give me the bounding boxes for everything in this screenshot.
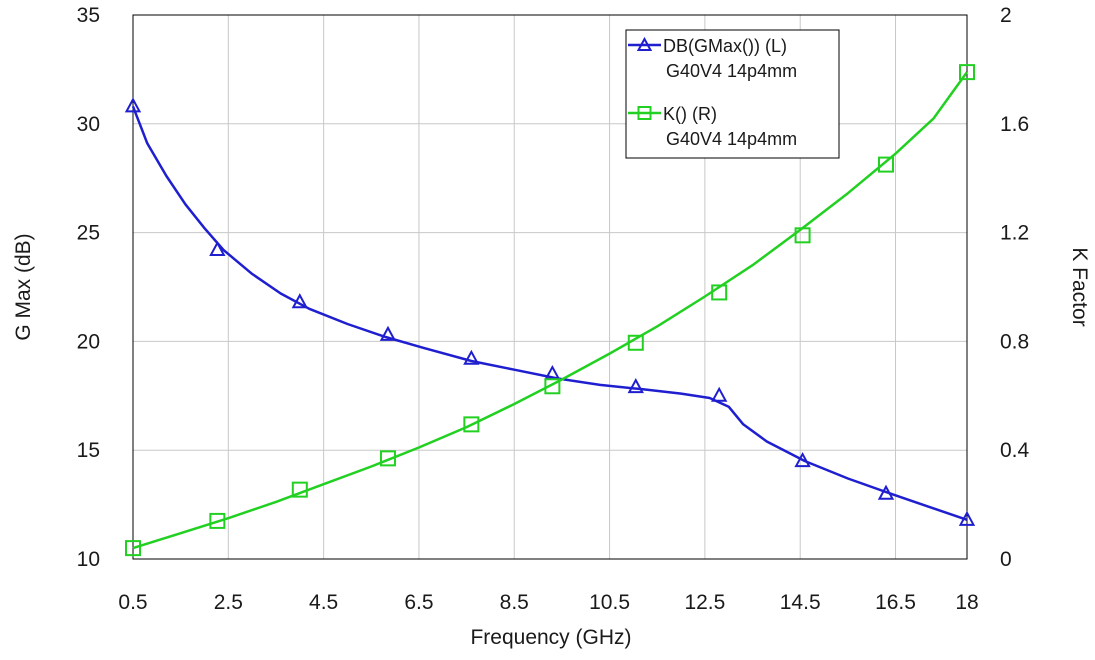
- legend-k-label: K() (R): [663, 104, 717, 124]
- x-tick-label: 16.5: [875, 591, 916, 614]
- legend: DB(GMax()) (L) G40V4 14p4mm K() (R) G40V…: [625, 29, 840, 159]
- y-right-tick-label: 1.6: [1000, 113, 1029, 136]
- data-point-triangle: [124, 97, 142, 113]
- data-point-square: [544, 378, 561, 395]
- y-right-tick-label: 2: [1000, 4, 1012, 27]
- data-point-square: [463, 416, 480, 433]
- x-tick-label: 18: [955, 591, 978, 614]
- data-point-triangle: [627, 377, 644, 394]
- x-axis-ticks: 0.5 2.5 4.5 6.5 8.5 10.5 12.5 14.5 16.5 18: [118, 591, 978, 614]
- data-point-square: [877, 156, 894, 173]
- series-layer: [124, 64, 976, 557]
- y-left-tick-label: 15: [77, 439, 100, 462]
- y-right-axis-ticks: 0 0.4 0.8 1.2 1.6 2: [1000, 4, 1030, 571]
- x-axis-title: Frequency (GHz): [470, 626, 631, 649]
- triangle-marker-icon: [636, 36, 653, 51]
- x-tick-label: 6.5: [404, 591, 433, 614]
- legend-gmax-sublabel: G40V4 14p4mm: [666, 61, 797, 81]
- y-left-tick-label: 10: [77, 548, 100, 571]
- series-line: [132, 71, 969, 550]
- series-line: [131, 105, 968, 521]
- legend-gmax-label: DB(GMax()) (L): [663, 36, 787, 56]
- data-point-triangle: [291, 293, 308, 309]
- y-right-tick-label: 0.4: [1000, 439, 1030, 462]
- data-point-square: [379, 450, 396, 467]
- legend-box: [625, 29, 840, 159]
- series-0: [124, 97, 976, 526]
- y-right-tick-label: 0: [1000, 548, 1012, 571]
- plot-frame: [132, 14, 968, 560]
- y-left-axis-ticks: 10 15 20 25 30 35: [77, 4, 100, 571]
- y-left-tick-label: 35: [77, 4, 100, 27]
- data-point-triangle: [877, 484, 895, 500]
- data-point-triangle: [711, 386, 728, 402]
- x-tick-label: 2.5: [214, 591, 243, 614]
- x-tick-label: 8.5: [500, 591, 529, 614]
- data-point-triangle: [794, 451, 811, 468]
- y-right-axis-title: K Factor: [1068, 247, 1091, 326]
- y-right-tick-label: 1.2: [1000, 222, 1029, 245]
- data-point-triangle: [958, 510, 976, 526]
- data-point-triangle: [209, 240, 226, 257]
- data-point-square: [125, 540, 141, 557]
- x-tick-label: 12.5: [684, 591, 725, 614]
- x-tick-label: 4.5: [309, 591, 338, 614]
- data-point-square: [711, 284, 728, 301]
- y-left-tick-label: 25: [77, 222, 100, 245]
- data-point-square: [291, 481, 308, 498]
- data-point-triangle: [463, 349, 480, 365]
- data-point-square: [209, 512, 226, 529]
- y-left-tick-label: 20: [77, 330, 100, 353]
- series-1: [125, 64, 975, 557]
- legend-k-sublabel: G40V4 14p4mm: [666, 129, 797, 149]
- y-left-axis-title: G Max (dB): [12, 233, 35, 340]
- x-tick-label: 0.5: [118, 591, 147, 614]
- x-tick-label: 10.5: [589, 591, 630, 614]
- data-point-square: [959, 64, 975, 81]
- x-tick-label: 14.5: [780, 591, 821, 614]
- data-point-triangle: [379, 325, 397, 341]
- data-point-square: [794, 227, 811, 244]
- y-left-tick-label: 30: [77, 113, 100, 136]
- y-right-tick-label: 0.8: [1000, 330, 1029, 353]
- data-point-square: [627, 334, 644, 351]
- square-marker-icon: [637, 106, 652, 120]
